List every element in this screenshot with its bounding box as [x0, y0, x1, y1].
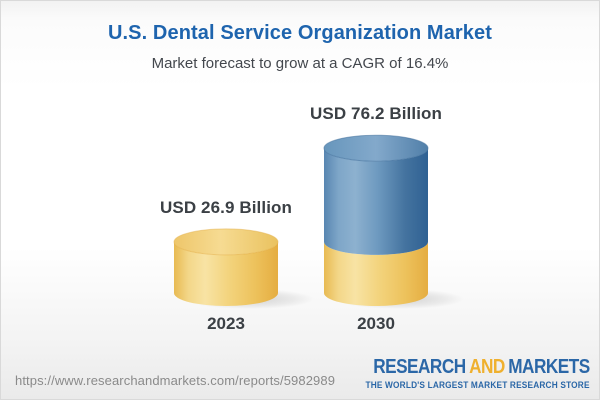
cylinder-2030-growth-segment [324, 148, 428, 255]
report-url: https://www.researchandmarkets.com/repor… [15, 373, 336, 388]
cylinder-2023-top [173, 228, 279, 256]
cylinder-2023-body [174, 241, 278, 306]
logo-word-research: RESEARCH [373, 356, 467, 378]
cylinder-2030-base-segment [324, 241, 428, 306]
category-label-2030: 2030 [357, 314, 395, 333]
value-label-2023: USD 26.9 Billion [160, 197, 292, 217]
logo-wordmark: RESEARCH AND MARKETS [373, 356, 591, 379]
value-label-2030: USD 76.2 Billion [310, 104, 442, 124]
category-label-2023: 2023 [207, 314, 245, 333]
chart-subtitle: Market forecast to grow at a CAGR of 16.… [151, 55, 449, 72]
logo-word-and: AND [469, 356, 506, 378]
logo-word-markets: MARKETS [508, 356, 591, 378]
research-and-markets-logo: RESEARCH AND MARKETS THE WORLD'S LARGEST M… [338, 356, 591, 390]
logo-tagline: THE WORLD'S LARGEST MARKET RESEARCH STOR… [365, 380, 590, 390]
chart-title: U.S. Dental Service Organization Market [107, 22, 493, 44]
cylinder-2030-top [323, 134, 429, 162]
